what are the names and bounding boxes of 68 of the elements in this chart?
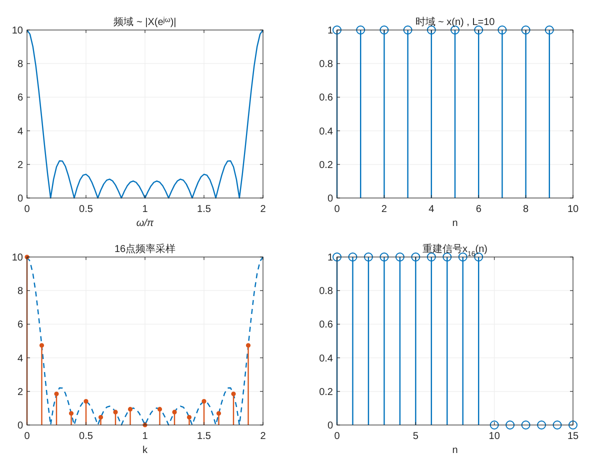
x-tick-label: 1: [142, 204, 148, 215]
y-tick-label: 6: [17, 320, 24, 331]
y-tick-label: 10: [12, 26, 24, 36]
y-tick-label: 0.4: [319, 126, 334, 138]
x-tick-label: 0.5: [79, 431, 94, 442]
chart-title: 频域 ~ |X(e$^{jω}$)|: [114, 16, 176, 28]
x-tick-label: 0: [334, 204, 340, 215]
chart-title: 重建信号x$_{16}$(n): [422, 243, 488, 258]
y-tick-label: 0.6: [319, 92, 334, 104]
y-tick-label: 1: [327, 252, 334, 264]
y-tick-label: 0.8: [319, 286, 334, 298]
x-tick-label: 0: [24, 204, 30, 215]
point: [202, 399, 206, 404]
y-tick-label: 4: [17, 353, 24, 364]
point: [246, 343, 251, 348]
point: [54, 392, 59, 396]
x-tick-label: 10: [488, 431, 500, 442]
point: [84, 399, 88, 404]
y-tick-label: 0: [327, 420, 334, 432]
x-axis-title: n: [452, 445, 458, 456]
x-tick-label: 10: [567, 204, 579, 215]
y-tick-label: 0: [17, 194, 24, 204]
x-axis-title: n: [452, 218, 458, 229]
point: [186, 414, 192, 420]
x-axis-title: ω/π: [136, 218, 154, 229]
y-tick-label: 8: [17, 286, 24, 298]
point: [113, 410, 118, 414]
y-tick-label: 0.6: [319, 320, 334, 331]
y-tick-label: 10: [12, 252, 24, 264]
y-tick-label: 4: [17, 126, 24, 138]
y-tick-label: 0.2: [319, 386, 334, 398]
x-tick-label: 0.5: [79, 204, 94, 215]
y-tick-label: 0: [17, 420, 24, 432]
y-tick-label: 0.4: [319, 353, 334, 364]
y-tick-label: 0.2: [319, 160, 334, 171]
x-tick-label: 5: [412, 431, 419, 442]
chart-title: 时域 ~ x(n) , L=10: [415, 16, 496, 28]
x-tick-label: 15: [567, 431, 579, 442]
y-tick-label: 0.8: [319, 59, 334, 70]
x-tick-label: 2: [381, 204, 388, 215]
point: [68, 411, 74, 416]
x-tick-label: 4: [428, 204, 435, 215]
x-tick-label: 1.5: [197, 431, 212, 442]
x-tick-label: 6: [476, 204, 482, 215]
point: [157, 406, 162, 412]
line-series: [26, 256, 264, 426]
y-tick-label: 6: [17, 92, 24, 104]
chart-title: 16点频率采样: [114, 243, 176, 255]
y-tick-label: 8: [17, 59, 24, 70]
y-tick-label: 0: [327, 194, 334, 204]
y-tick-label: 1: [327, 26, 334, 36]
x-tick-label: 2: [260, 204, 266, 215]
line-series: [26, 29, 264, 199]
x-tick-label: 0: [334, 431, 340, 442]
point: [172, 410, 177, 414]
point: [98, 414, 104, 420]
point: [128, 406, 133, 412]
x-axis-title: k: [142, 445, 148, 456]
point: [216, 411, 222, 416]
y-tick-label: 2: [17, 386, 24, 398]
x-tick-label: 0: [24, 431, 30, 442]
x-tick-label: 1.5: [197, 204, 212, 215]
x-tick-label: 1: [142, 431, 148, 442]
x-tick-label: 8: [523, 204, 530, 215]
x-tick-label: 2: [260, 431, 266, 442]
point: [231, 392, 236, 396]
y-tick-label: 2: [17, 160, 24, 171]
point: [39, 343, 44, 348]
